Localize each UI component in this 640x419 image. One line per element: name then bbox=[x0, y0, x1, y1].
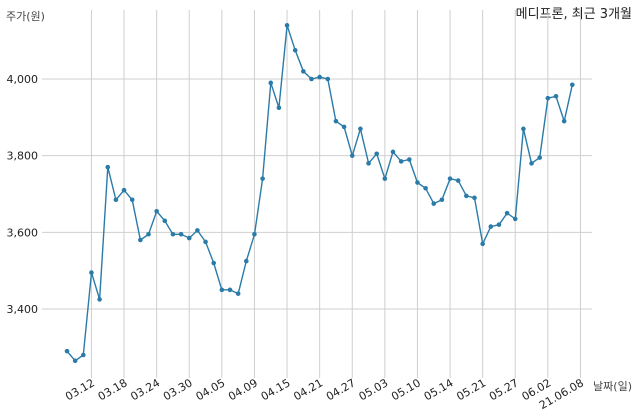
data-point bbox=[545, 95, 551, 101]
data-point bbox=[105, 164, 111, 170]
data-point bbox=[178, 231, 184, 237]
data-point bbox=[227, 287, 233, 293]
data-point bbox=[570, 82, 575, 88]
y-tick-label: 3,600 bbox=[7, 226, 39, 239]
data-point bbox=[496, 222, 502, 227]
x-tick-label: 03.30 bbox=[161, 376, 195, 403]
y-axis-title: 주가(원) bbox=[6, 10, 45, 23]
data-point bbox=[349, 153, 355, 158]
data-point bbox=[309, 76, 314, 82]
chart-title: 메디프론, 최근 3개월 bbox=[516, 7, 632, 22]
data-point bbox=[521, 126, 526, 132]
grid bbox=[42, 10, 592, 378]
data-point bbox=[203, 239, 208, 245]
x-tick-label: 05.27 bbox=[487, 376, 521, 403]
data-point bbox=[398, 159, 404, 164]
data-point bbox=[325, 76, 331, 82]
x-tick-labels: 03.1203.1803.2403.3004.0504.0904.1504.21… bbox=[63, 376, 586, 412]
data-point bbox=[341, 124, 347, 130]
x-tick-label: 05.10 bbox=[389, 376, 423, 403]
x-axis-title: 날짜(일) bbox=[593, 379, 632, 393]
x-tick-label: 04.15 bbox=[259, 376, 293, 403]
x-tick-label: 03.12 bbox=[63, 376, 97, 403]
data-point bbox=[292, 47, 298, 53]
x-tick-label: 05.03 bbox=[357, 376, 391, 403]
data-point bbox=[162, 218, 168, 224]
data-point bbox=[301, 69, 306, 74]
data-point bbox=[439, 197, 445, 203]
x-tick-label: 04.05 bbox=[194, 376, 228, 403]
data-point bbox=[64, 348, 70, 354]
data-point bbox=[472, 195, 477, 201]
data-point bbox=[366, 161, 371, 166]
data-point bbox=[529, 161, 534, 166]
y-tick-label: 4,000 bbox=[7, 73, 39, 86]
data-point bbox=[170, 231, 176, 237]
data-point bbox=[89, 270, 94, 275]
data-point bbox=[382, 176, 388, 181]
data-point bbox=[113, 197, 119, 203]
data-point bbox=[276, 105, 282, 111]
data-point bbox=[415, 180, 420, 185]
data-point bbox=[97, 297, 102, 302]
data-point bbox=[129, 197, 135, 203]
data-point bbox=[537, 155, 542, 160]
data-point bbox=[317, 74, 322, 80]
data-point bbox=[455, 178, 461, 183]
data-point bbox=[464, 193, 469, 199]
data-point bbox=[81, 352, 86, 358]
data-point bbox=[260, 176, 265, 181]
y-tick-label: 3,400 bbox=[7, 303, 39, 316]
data-point bbox=[211, 260, 216, 266]
x-tick-label: 05.21 bbox=[454, 376, 488, 403]
data-point bbox=[488, 224, 494, 229]
data-point bbox=[284, 23, 290, 28]
x-tick-label: 03.24 bbox=[128, 376, 162, 403]
data-point bbox=[138, 237, 143, 243]
x-tick-label: 05.14 bbox=[422, 376, 456, 403]
data-point bbox=[252, 231, 257, 237]
x-tick-label: 03.18 bbox=[96, 376, 130, 403]
y-tick-labels: 3,400 3,600 3,800 4,000 bbox=[7, 73, 39, 316]
data-point bbox=[512, 216, 518, 222]
data-point bbox=[268, 80, 274, 86]
data-point bbox=[447, 176, 453, 181]
data-point bbox=[244, 258, 249, 264]
data-point bbox=[407, 157, 412, 162]
data-point bbox=[431, 201, 437, 206]
data-point bbox=[390, 149, 396, 155]
data-point bbox=[146, 231, 151, 237]
data-point bbox=[235, 291, 241, 296]
data-point bbox=[72, 358, 78, 364]
data-point bbox=[154, 208, 159, 214]
data-point bbox=[195, 228, 200, 233]
data-point bbox=[358, 126, 363, 132]
data-point bbox=[374, 151, 380, 157]
data-point bbox=[553, 93, 559, 99]
data-point bbox=[186, 235, 192, 241]
data-point bbox=[561, 118, 567, 124]
data-point bbox=[423, 185, 428, 191]
x-tick-label: 04.27 bbox=[324, 376, 358, 403]
x-tick-label: 04.21 bbox=[291, 376, 325, 403]
data-point bbox=[333, 118, 339, 124]
price-series bbox=[64, 23, 575, 364]
y-tick-label: 3,800 bbox=[7, 150, 39, 163]
data-point bbox=[480, 241, 485, 247]
data-point bbox=[504, 210, 510, 216]
data-point bbox=[219, 287, 225, 293]
x-tick-label: 04.09 bbox=[226, 376, 260, 403]
data-point bbox=[121, 187, 127, 193]
